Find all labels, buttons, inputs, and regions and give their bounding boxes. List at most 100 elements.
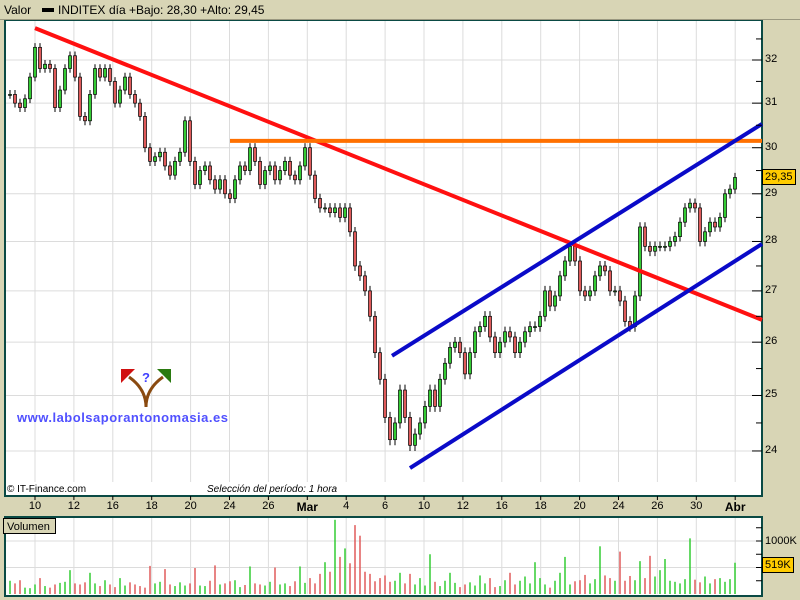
candle-body	[398, 389, 402, 424]
candle-body	[583, 290, 587, 297]
candle-body	[553, 295, 557, 307]
value-label: Valor	[4, 3, 32, 17]
chart-header: Valor INDITEX día +Bajo: 28,30 +Alto: 29…	[0, 0, 800, 20]
candle-body	[683, 207, 687, 223]
candle-body	[68, 55, 72, 69]
candle-body	[268, 165, 272, 171]
candle-body	[643, 226, 647, 247]
candle-body	[93, 68, 97, 95]
candle-body	[228, 193, 232, 199]
candle-body	[238, 165, 242, 181]
candle-body	[183, 120, 187, 153]
candle-body	[8, 94, 12, 96]
candle-body	[368, 290, 372, 317]
x-tick-label: 24	[223, 500, 236, 512]
candle-body	[98, 68, 102, 78]
x-tick-label: 12	[67, 500, 81, 512]
x-tick-label: 26	[651, 500, 664, 512]
candle-body	[653, 245, 657, 252]
candle-body	[648, 245, 652, 252]
channel-upper-line	[390, 122, 764, 358]
candle-body	[608, 270, 612, 292]
candle-body	[138, 102, 142, 117]
candle-body	[478, 326, 482, 333]
candle-body	[18, 102, 22, 108]
gridlines	[6, 21, 761, 594]
candle-body	[528, 326, 532, 333]
candle-body	[293, 174, 297, 181]
candle-body	[283, 161, 287, 171]
candle-body	[638, 226, 642, 297]
period-selection: Selección del período: 1 hora	[207, 484, 338, 495]
candle-body	[153, 156, 157, 162]
candle-body	[418, 422, 422, 435]
candle-body	[73, 55, 77, 78]
volume-bars	[9, 519, 736, 594]
candle-body	[33, 46, 37, 78]
x-tick-label: 30	[690, 500, 703, 512]
candle-body	[408, 417, 412, 446]
current-volume-badge: 519K	[762, 557, 794, 573]
x-tick-label: 18	[145, 500, 158, 512]
candle-body	[273, 165, 277, 181]
candle-body	[218, 179, 222, 190]
candle-body	[508, 331, 512, 338]
candle-body	[58, 89, 62, 108]
candle-body	[118, 89, 122, 104]
candle-body	[373, 315, 377, 354]
y-tick-label: 31	[765, 96, 778, 109]
candle-body	[488, 315, 492, 338]
day-range-info: día +Bajo: 28,30 +Alto: 29,45	[109, 3, 265, 17]
candle-body	[13, 94, 17, 104]
candle-body	[333, 207, 337, 214]
candle-body	[313, 174, 317, 199]
channel-lower-line	[408, 242, 764, 470]
candle-body	[48, 63, 52, 69]
candle-body	[133, 94, 137, 104]
x-tick-label: 16	[495, 500, 508, 512]
candle-body	[543, 290, 547, 317]
candle-body	[448, 347, 452, 364]
candle-body	[123, 76, 127, 91]
candle-body	[613, 290, 617, 293]
candle-body	[158, 151, 162, 158]
candle-body	[353, 231, 357, 267]
candle-body	[693, 202, 697, 209]
candle-body	[678, 221, 682, 237]
candle-body	[318, 198, 322, 209]
candle-body	[458, 341, 462, 354]
y-tick-label: 32	[765, 53, 778, 65]
candle-body	[383, 378, 387, 418]
candle-body	[253, 147, 257, 162]
candle-body	[113, 81, 117, 104]
candle-body	[523, 331, 527, 343]
candle-body	[493, 336, 497, 354]
candle-body	[243, 165, 247, 171]
candle-body	[343, 207, 347, 218]
candle-body	[223, 179, 227, 195]
candle-body	[378, 352, 382, 380]
x-tick-label: 20	[184, 500, 197, 512]
candle-body	[588, 290, 592, 297]
candle-body	[548, 290, 552, 307]
candle-body	[593, 275, 597, 292]
candle-body	[733, 177, 737, 190]
candle-body	[203, 165, 207, 171]
candle-body	[673, 236, 677, 242]
candle-body	[208, 165, 212, 181]
candle-body	[688, 202, 692, 209]
candle-body	[573, 245, 577, 262]
candle-body	[193, 161, 197, 185]
candle-body	[248, 147, 252, 171]
candle-body	[663, 245, 667, 248]
candle-body	[258, 161, 262, 185]
candle-body	[263, 170, 267, 185]
candle-body	[328, 207, 332, 214]
candle-body	[38, 46, 42, 69]
candle-body	[288, 161, 292, 176]
candle-body	[473, 331, 477, 354]
candle-body	[513, 336, 517, 354]
candle-body	[443, 362, 447, 380]
volume-panel	[4, 516, 763, 597]
